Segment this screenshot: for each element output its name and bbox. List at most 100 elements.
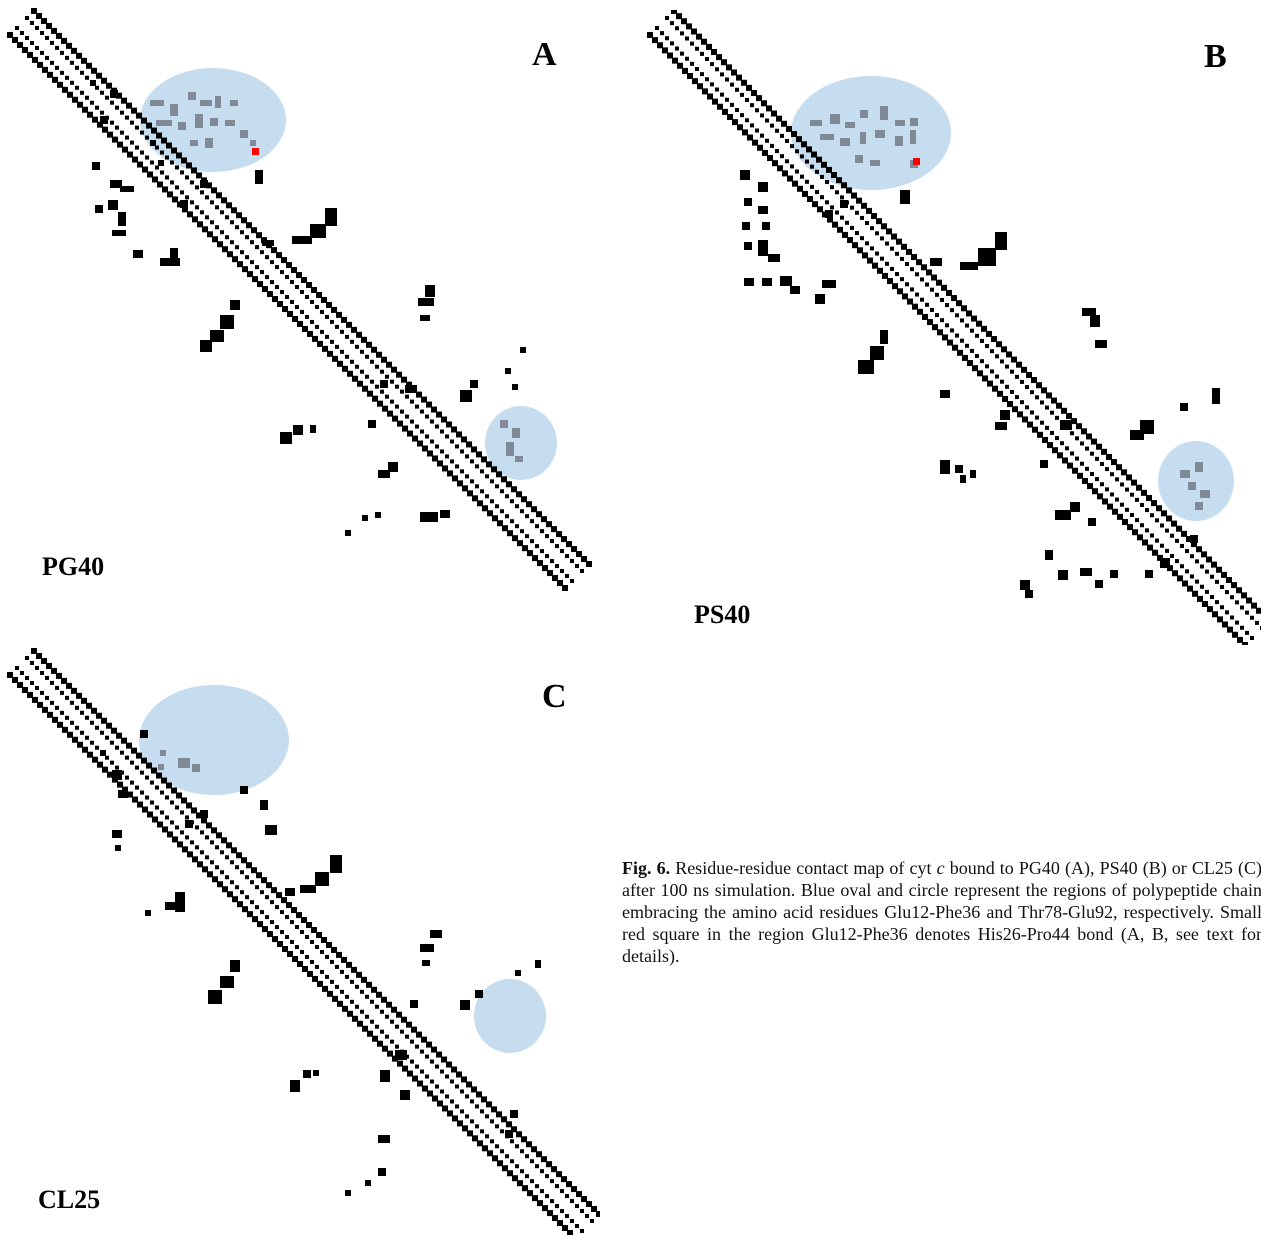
off-diagonal-contact [510, 1110, 518, 1118]
diagonal-contact [32, 696, 38, 703]
diagonal-contact [240, 890, 244, 895]
diagonal-contact [140, 150, 144, 155]
diagonal-contact [157, 821, 163, 828]
diagonal-contact [1062, 457, 1068, 464]
diagonal-contact [895, 272, 899, 277]
diagonal-contact [402, 1065, 408, 1072]
diagonal-contact [37, 701, 43, 708]
diagonal-contact [917, 308, 923, 315]
diagonal-contact [485, 1134, 489, 1139]
contact-map-panel-c: C CL25 [0, 640, 600, 1235]
diagonal-contact [1031, 377, 1037, 384]
off-diagonal-contact [420, 512, 438, 522]
diagonal-contact [877, 267, 883, 274]
diagonal-contact [102, 766, 108, 773]
diagonal-contact [872, 262, 878, 269]
diagonal-contact [766, 105, 772, 112]
diagonal-contact [1187, 585, 1193, 592]
diagonal-contact [852, 242, 858, 249]
diagonal-contact [35, 25, 39, 30]
diagonal-contact [130, 780, 134, 785]
diagonal-contact [95, 725, 99, 730]
diagonal-contact [15, 666, 19, 670]
diagonal-contact [491, 466, 497, 473]
diagonal-contact [950, 308, 954, 313]
diagonal-contact [295, 304, 299, 309]
diagonal-contact [395, 404, 399, 409]
diagonal-contact [1097, 493, 1103, 500]
diagonal-contact [481, 456, 487, 463]
diagonal-contact [296, 912, 302, 919]
diagonal-contact [1215, 600, 1219, 605]
diagonal-contact [410, 419, 414, 424]
diagonal-contact [1015, 374, 1019, 379]
diagonal-contact [806, 146, 812, 153]
diagonal-contact [545, 1174, 549, 1179]
diagonal-contact [250, 260, 254, 265]
diagonal-contact [585, 1214, 589, 1219]
diagonal-contact [316, 291, 322, 298]
diagonal-contact [291, 907, 297, 914]
diagonal-contact [556, 531, 562, 538]
diagonal-contact [420, 429, 424, 434]
diagonal-contact [736, 74, 742, 81]
diagonal-contact [905, 262, 909, 267]
diagonal-contact [521, 496, 527, 503]
diagonal-contact [925, 282, 929, 287]
diagonal-contact [1180, 564, 1184, 569]
diagonal-contact [687, 73, 693, 80]
diagonal-contact [270, 260, 274, 265]
diagonal-contact [470, 1099, 474, 1104]
diagonal-contact [960, 338, 964, 343]
diagonal-contact [376, 991, 382, 998]
diagonal-contact [1055, 436, 1059, 441]
diagonal-contact [156, 132, 162, 139]
off-diagonal-contact [95, 205, 103, 213]
diagonal-contact [555, 1184, 559, 1189]
diagonal-contact [251, 227, 257, 234]
diagonal-contact [506, 1121, 512, 1128]
diagonal-contact [685, 36, 689, 41]
diagonal-contact [347, 370, 353, 377]
diagonal-contact [147, 811, 153, 818]
diagonal-contact [346, 321, 352, 328]
diagonal-contact [292, 955, 298, 962]
region-contact [910, 130, 916, 144]
diagonal-contact [136, 752, 142, 759]
diagonal-contact [300, 290, 304, 295]
diagonal-contact [1160, 523, 1164, 528]
region-contact [160, 750, 166, 756]
diagonal-contact [142, 806, 148, 813]
diagonal-contact [50, 40, 54, 45]
off-diagonal-contact [1090, 315, 1100, 327]
diagonal-contact [860, 236, 864, 241]
diagonal-contact [1027, 421, 1033, 428]
diagonal-contact [1022, 416, 1028, 423]
diagonal-contact [396, 1011, 402, 1018]
diagonal-contact [51, 27, 57, 34]
off-diagonal-contact [1058, 570, 1068, 580]
diagonal-contact [75, 725, 79, 730]
diagonal-contact [966, 310, 972, 317]
off-diagonal-contact [345, 530, 351, 536]
diagonal-contact [275, 925, 279, 930]
diagonal-contact [472, 1135, 478, 1142]
diagonal-contact [495, 484, 499, 489]
diagonal-contact [1045, 425, 1049, 430]
diagonal-contact [102, 126, 108, 133]
diagonal-contact [271, 887, 277, 894]
diagonal-contact [410, 1059, 414, 1064]
diagonal-contact [792, 180, 798, 187]
diagonal-contact [225, 215, 229, 220]
region-contact [188, 92, 196, 100]
diagonal-contact [395, 1044, 399, 1049]
diagonal-contact [1205, 589, 1209, 594]
diagonal-contact [815, 169, 819, 174]
diagonal-contact [60, 690, 64, 695]
diagonal-contact [517, 1180, 523, 1187]
diagonal-contact [790, 144, 794, 149]
diagonal-contact [171, 147, 177, 154]
diagonal-contact [1000, 359, 1004, 364]
diagonal-contact [200, 850, 204, 855]
diagonal-contact [935, 313, 939, 318]
